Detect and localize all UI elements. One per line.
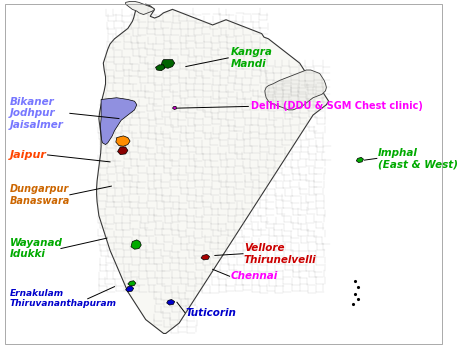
Polygon shape bbox=[167, 300, 175, 305]
Text: Tuticorin: Tuticorin bbox=[186, 308, 237, 318]
Polygon shape bbox=[126, 286, 134, 292]
Polygon shape bbox=[131, 240, 141, 249]
Polygon shape bbox=[356, 157, 364, 163]
Polygon shape bbox=[172, 106, 177, 110]
Polygon shape bbox=[101, 98, 137, 144]
Text: Chennai: Chennai bbox=[230, 271, 278, 281]
Text: Jaipur: Jaipur bbox=[9, 150, 47, 160]
Polygon shape bbox=[162, 60, 175, 68]
Text: Delhi (DDU & SGM Chest clinic): Delhi (DDU & SGM Chest clinic) bbox=[251, 101, 422, 111]
Text: Wayanad
Idukki: Wayanad Idukki bbox=[9, 238, 63, 259]
Polygon shape bbox=[116, 136, 130, 146]
Polygon shape bbox=[118, 147, 128, 155]
Polygon shape bbox=[97, 4, 329, 333]
Text: Dungarpur
Banaswara: Dungarpur Banaswara bbox=[9, 184, 70, 206]
Text: Kangra
Mandi: Kangra Mandi bbox=[230, 47, 272, 69]
Text: Ernakulam
Thiruvananthapuram: Ernakulam Thiruvananthapuram bbox=[9, 289, 117, 308]
Text: Imphal
(East & West): Imphal (East & West) bbox=[378, 148, 458, 169]
Polygon shape bbox=[126, 1, 154, 15]
Polygon shape bbox=[128, 281, 136, 286]
Polygon shape bbox=[201, 254, 210, 260]
Polygon shape bbox=[265, 70, 326, 110]
Text: Vellore
Thirunelvelli: Vellore Thirunelvelli bbox=[244, 243, 317, 264]
Polygon shape bbox=[155, 65, 165, 71]
Text: Bikaner
Jodhpur
Jaisalmer: Bikaner Jodhpur Jaisalmer bbox=[9, 97, 64, 130]
